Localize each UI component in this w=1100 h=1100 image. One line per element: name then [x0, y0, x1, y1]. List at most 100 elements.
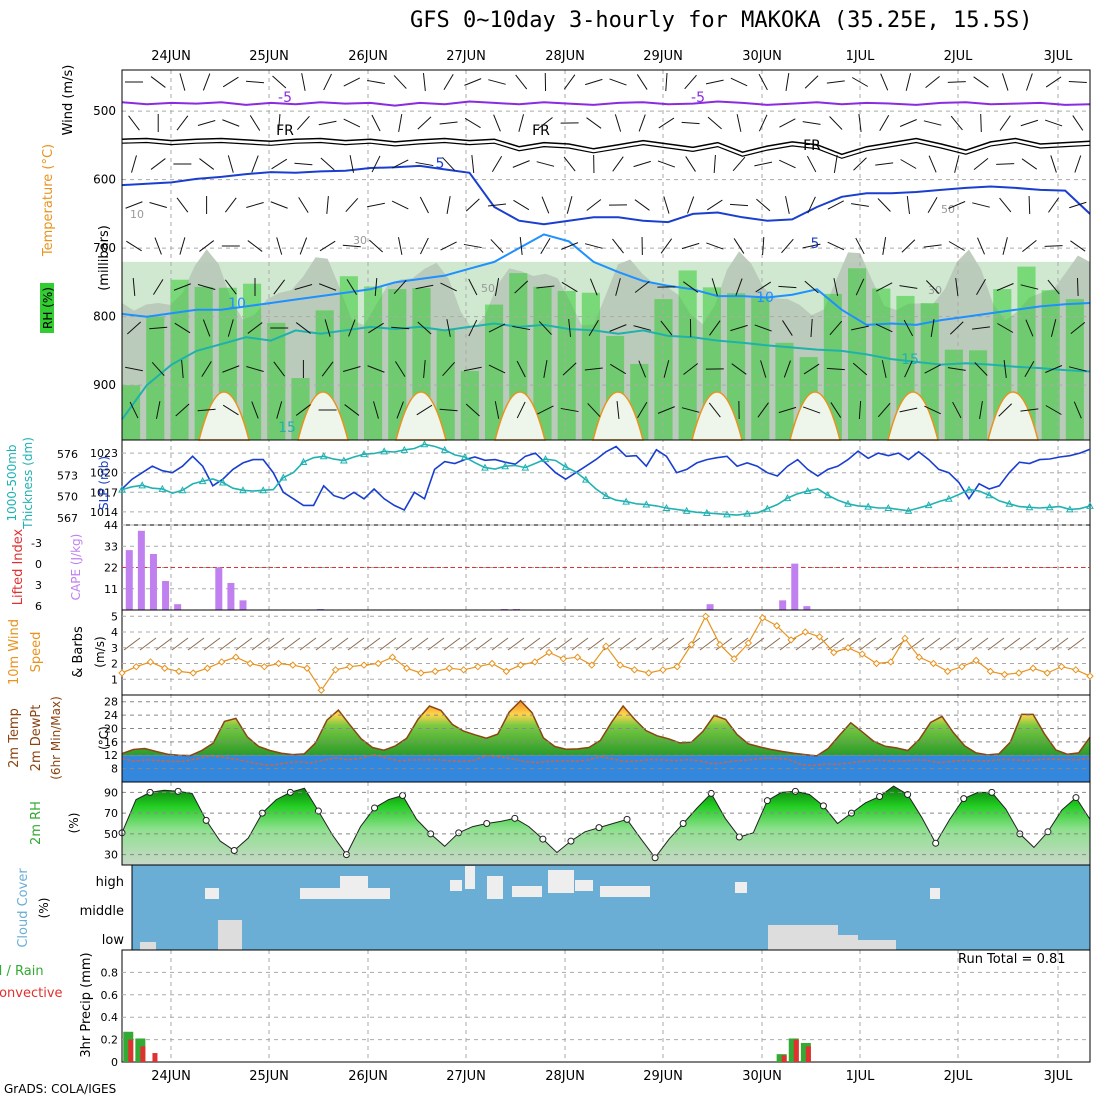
precip-legend-conv: Convective [0, 986, 63, 1001]
wind-barb [1020, 284, 1039, 290]
wind-barb [488, 323, 506, 333]
rh2m-tick: 70 [104, 807, 118, 820]
cape-bar [791, 563, 799, 610]
wind-barb [711, 278, 718, 296]
wind-barb [614, 114, 622, 132]
wind-barb [782, 320, 793, 336]
wind10-unit: (m/s) [93, 636, 107, 667]
wind-barb [663, 196, 670, 214]
wind-barb [391, 326, 410, 330]
wind-barb [778, 285, 797, 289]
wind10-barb [427, 637, 445, 651]
wind-barb [346, 279, 357, 295]
wind10-barb [379, 637, 397, 651]
wind-tick: 4 [111, 626, 118, 639]
wind10-marker [858, 650, 866, 658]
wind-barb [568, 318, 572, 338]
wind10-marker [488, 659, 496, 668]
wind-barb [297, 115, 310, 131]
x-tick-top: 29JUN [643, 49, 683, 64]
contour-label: FR [276, 123, 294, 139]
precip-conv-bar [128, 1039, 134, 1062]
thickness-line [121, 443, 1091, 516]
x-tick-top: 26JUN [348, 49, 388, 64]
warm-cone [887, 391, 939, 441]
wind-barb [998, 403, 1013, 417]
wind10-marker [317, 686, 326, 694]
x-tick-top: 27JUN [446, 49, 486, 64]
wind-barb [197, 408, 216, 412]
wind10-marker [1043, 669, 1051, 677]
wind10-marker [374, 659, 382, 668]
thickness-marker [1025, 503, 1034, 511]
chart-title: GFS 0~10day 3-hourly for MAKOKA (35.25E,… [410, 8, 1033, 33]
wind10-barb [171, 637, 189, 651]
rh2m-marker [202, 816, 210, 824]
cape-bar [125, 550, 133, 610]
cloud-high-block [548, 870, 574, 893]
wind10-barb [955, 637, 973, 651]
wind-barb [246, 202, 264, 208]
thickness-marker [662, 503, 671, 511]
wind-barb [516, 360, 526, 378]
thickness-marker [259, 486, 268, 494]
wind10-marker [1015, 669, 1023, 677]
temp-unit: (°C) [97, 726, 111, 750]
wind-barb [713, 154, 716, 174]
wind-barb [154, 237, 162, 255]
wind10-marker [787, 636, 795, 644]
li-tick: 6 [35, 600, 42, 613]
wind-barb [179, 73, 186, 91]
cloud-high-block [512, 886, 542, 897]
isotherm-5 [121, 164, 1091, 226]
wind-barb [463, 243, 482, 249]
wind-barb [754, 324, 772, 332]
wind10-marker [175, 667, 183, 676]
wind-barb [947, 367, 966, 371]
wind-barb [465, 198, 480, 212]
thickness-marker [702, 508, 711, 516]
wind10-marker [260, 662, 269, 671]
wind-barb [924, 405, 941, 415]
cloud-high-block [340, 876, 368, 899]
wind-barb [827, 200, 844, 210]
wind-barb [179, 237, 186, 255]
wind-barb [875, 162, 894, 166]
wind-barb [319, 283, 337, 291]
wind10-marker [659, 666, 667, 674]
cloud-low-block [768, 925, 838, 950]
precip-tick: 0.4 [101, 1011, 119, 1024]
wind-barb [996, 163, 1015, 165]
thickness-marker [1065, 505, 1074, 513]
wind-barb [732, 156, 746, 172]
wind10-marker [531, 658, 539, 666]
x-tick-bottom: 26JUN [348, 1069, 388, 1084]
wind-barb [833, 278, 839, 296]
wind10-marker [773, 622, 781, 630]
wind-barb [706, 199, 723, 211]
wind10-barb [267, 637, 285, 651]
wind-barb [563, 74, 576, 90]
wind-barb [785, 73, 790, 91]
thickness-marker [218, 478, 227, 486]
wind-barb [443, 74, 454, 90]
wind-barb [855, 237, 865, 255]
wind-barb [368, 239, 384, 253]
wind-barb [251, 401, 259, 419]
wind-barb [1025, 319, 1034, 337]
wind-barb [925, 75, 940, 89]
wind-barb [197, 284, 216, 290]
y-tick-pressure: 800 [93, 310, 116, 324]
thickness-marker [1086, 501, 1094, 509]
wind-barb [906, 196, 910, 214]
rh2m-label: 2m RH [29, 801, 44, 845]
wind-barb [778, 406, 797, 414]
wind10-marker [402, 664, 411, 672]
wind-barb [973, 76, 989, 88]
wind-barb [681, 121, 700, 125]
cloud-high-block [368, 888, 390, 899]
wind-barb [368, 322, 384, 334]
rh2m-marker [1072, 794, 1080, 802]
cloud-high-block [487, 876, 503, 899]
wind-barb [804, 280, 819, 294]
